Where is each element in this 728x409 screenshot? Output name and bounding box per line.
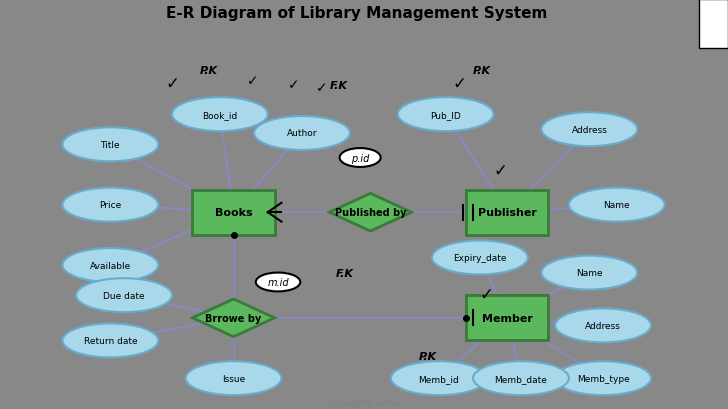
Ellipse shape (63, 248, 158, 282)
Text: Name: Name (576, 268, 603, 277)
Ellipse shape (555, 361, 651, 395)
FancyBboxPatch shape (192, 190, 274, 235)
Text: Memb_type: Memb_type (577, 374, 630, 383)
FancyBboxPatch shape (466, 190, 548, 235)
Text: Expiry_date: Expiry_date (453, 253, 507, 262)
Text: P.K: P.K (473, 65, 491, 75)
Text: ✓: ✓ (453, 74, 467, 92)
FancyBboxPatch shape (466, 295, 548, 341)
Text: Memb_date: Memb_date (494, 374, 547, 383)
Text: Publisher: Publisher (478, 208, 537, 218)
Text: ✓: ✓ (248, 74, 259, 88)
Ellipse shape (473, 361, 569, 395)
Text: ✓: ✓ (494, 161, 507, 179)
Text: Author: Author (287, 129, 317, 138)
Text: p.id: p.id (351, 153, 369, 163)
Text: Due date: Due date (103, 291, 145, 300)
Text: ✓: ✓ (480, 285, 494, 303)
Polygon shape (192, 299, 274, 337)
Ellipse shape (172, 98, 268, 132)
Text: Book_id: Book_id (202, 110, 237, 119)
Ellipse shape (569, 188, 665, 222)
Text: P.K: P.K (419, 351, 436, 362)
Text: Title: Title (100, 140, 120, 149)
Polygon shape (329, 194, 411, 231)
Text: Address: Address (571, 126, 607, 135)
Ellipse shape (63, 128, 158, 162)
Text: Published by: Published by (335, 208, 406, 218)
Text: copyrights :pinter: copyrights :pinter (327, 398, 401, 407)
Ellipse shape (256, 273, 300, 292)
Ellipse shape (254, 117, 350, 151)
Ellipse shape (391, 361, 487, 395)
Text: Memb_id: Memb_id (419, 374, 459, 383)
Text: Name: Name (604, 201, 630, 210)
Ellipse shape (555, 309, 651, 342)
Text: Pub_ID: Pub_ID (430, 110, 461, 119)
Text: ✓: ✓ (316, 81, 328, 95)
Text: Price: Price (99, 201, 122, 210)
Text: Books: Books (215, 208, 253, 218)
Ellipse shape (63, 188, 158, 222)
Text: Member: Member (482, 313, 533, 323)
Ellipse shape (340, 149, 381, 168)
Title: E-R Diagram of Library Management System: E-R Diagram of Library Management System (166, 6, 547, 20)
Ellipse shape (397, 98, 494, 132)
Text: Issue: Issue (222, 374, 245, 383)
Ellipse shape (63, 324, 158, 357)
Text: Return date: Return date (84, 336, 137, 345)
Text: F.K: F.K (329, 81, 347, 90)
Ellipse shape (76, 279, 172, 312)
Text: ✓: ✓ (288, 78, 300, 92)
Ellipse shape (186, 361, 282, 395)
Text: Brrowe by: Brrowe by (205, 313, 261, 323)
Ellipse shape (432, 241, 528, 275)
Ellipse shape (542, 113, 637, 147)
Text: Available: Available (90, 261, 131, 270)
Text: F.K: F.K (336, 269, 355, 279)
Text: Address: Address (585, 321, 621, 330)
Text: m.id: m.id (267, 277, 289, 287)
Text: ✓: ✓ (165, 74, 179, 92)
Ellipse shape (542, 256, 637, 290)
Text: P.K: P.K (199, 65, 218, 75)
